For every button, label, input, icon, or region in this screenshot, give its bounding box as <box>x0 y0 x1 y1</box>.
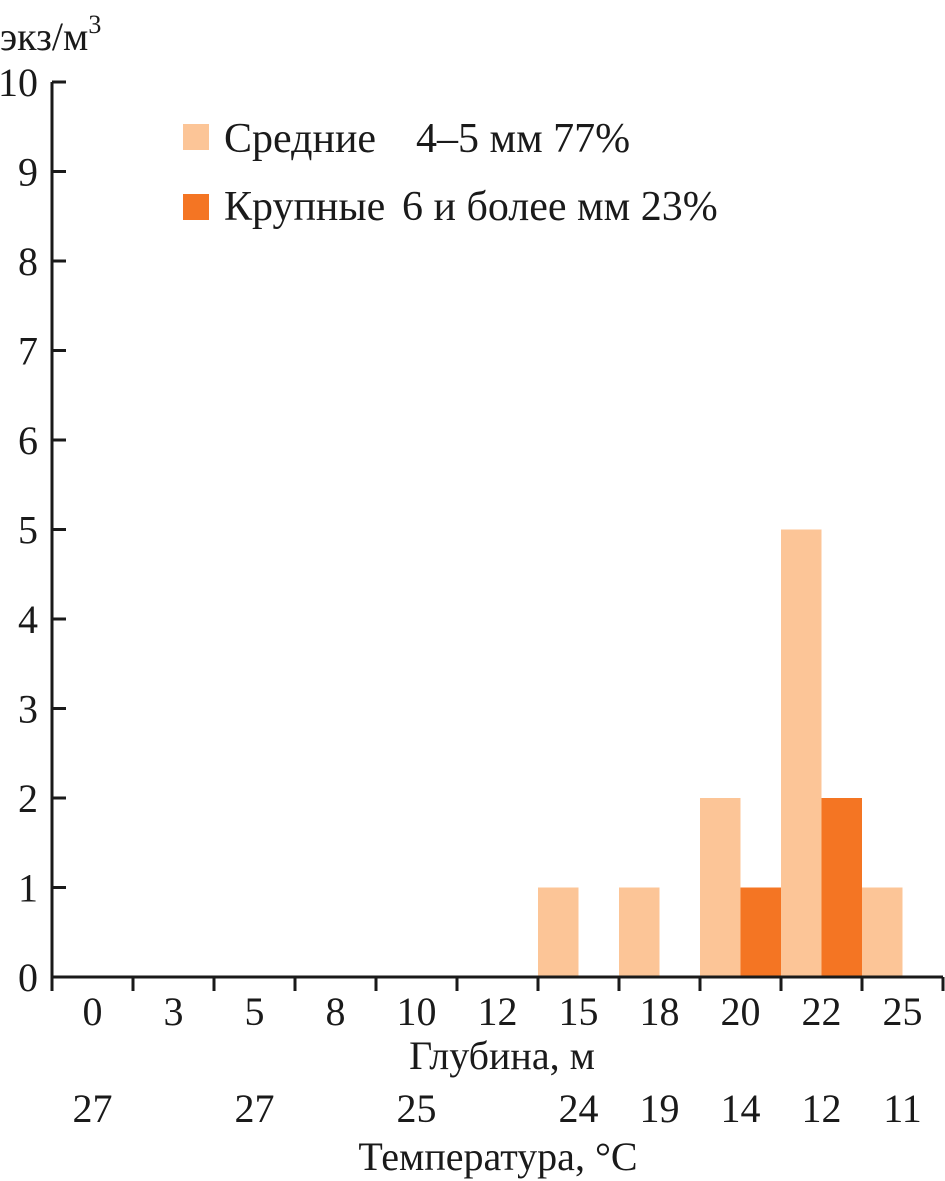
temperature-labels-group: 27 27 25 24 19 14 12 11 <box>73 1086 922 1131</box>
temperature-label: 14 <box>721 1086 761 1131</box>
x-tick-label: 18 <box>640 989 680 1034</box>
legend: Средние 4–5 мм 77% Крупные 6 и более мм 23… <box>183 116 718 230</box>
y-tick-label: 0 <box>18 955 38 1000</box>
y-tick-label: 8 <box>18 239 38 284</box>
temperature-label: 19 <box>640 1086 680 1131</box>
x-axis-title: Глубина, м <box>409 1033 595 1078</box>
bar-medium-18 <box>619 887 660 977</box>
bar-medium-15 <box>538 887 579 977</box>
temperature-label: 27 <box>235 1086 275 1131</box>
x-tick-label: 15 <box>559 989 599 1034</box>
x-tick-label: 12 <box>478 989 518 1034</box>
temperature-label: 11 <box>883 1086 922 1131</box>
x-ticks-group: 0 3 5 8 10 12 15 18 20 22 25 <box>50 977 945 1034</box>
bars-group <box>538 529 903 977</box>
x-tick-label: 8 <box>326 989 346 1034</box>
temperature-label: 25 <box>397 1086 437 1131</box>
y-tick-label: 9 <box>18 150 38 195</box>
legend-swatch-medium <box>183 124 209 150</box>
y-tick-label: 7 <box>18 329 38 374</box>
y-tick-label: 3 <box>18 687 38 732</box>
bar-medium-20 <box>700 798 741 977</box>
bar-large-22 <box>821 798 862 977</box>
bar-medium-25 <box>862 887 903 977</box>
temperature-label: 24 <box>559 1086 599 1131</box>
temperature-label: 27 <box>73 1086 113 1131</box>
y-tick-label: 4 <box>18 597 38 642</box>
x-tick-label: 5 <box>245 989 265 1034</box>
x-tick-label: 3 <box>164 989 184 1034</box>
y-tick-label: 6 <box>18 418 38 463</box>
y-tick-label: 1 <box>18 866 38 911</box>
temperature-axis-title: Температура, °С <box>358 1134 637 1179</box>
x-tick-label: 20 <box>721 989 761 1034</box>
temperature-label: 12 <box>802 1086 842 1131</box>
y-ticks-group: 0 1 2 3 4 5 6 7 8 9 10 <box>0 60 66 1000</box>
y-tick-label: 10 <box>0 60 38 105</box>
legend-label-large: Крупные 6 и более мм 23% <box>224 184 718 230</box>
x-tick-label: 10 <box>397 989 437 1034</box>
x-tick-label: 22 <box>802 989 842 1034</box>
y-tick-label: 2 <box>18 776 38 821</box>
x-tick-label: 25 <box>883 989 923 1034</box>
x-tick-label: 0 <box>83 989 103 1034</box>
y-axis-label: экз/м3 <box>0 10 101 59</box>
legend-swatch-large <box>183 194 209 220</box>
bar-large-20 <box>740 887 781 977</box>
bar-medium-22 <box>781 529 822 977</box>
y-tick-label: 5 <box>18 508 38 553</box>
legend-label-medium: Средние 4–5 мм 77% <box>224 116 630 162</box>
